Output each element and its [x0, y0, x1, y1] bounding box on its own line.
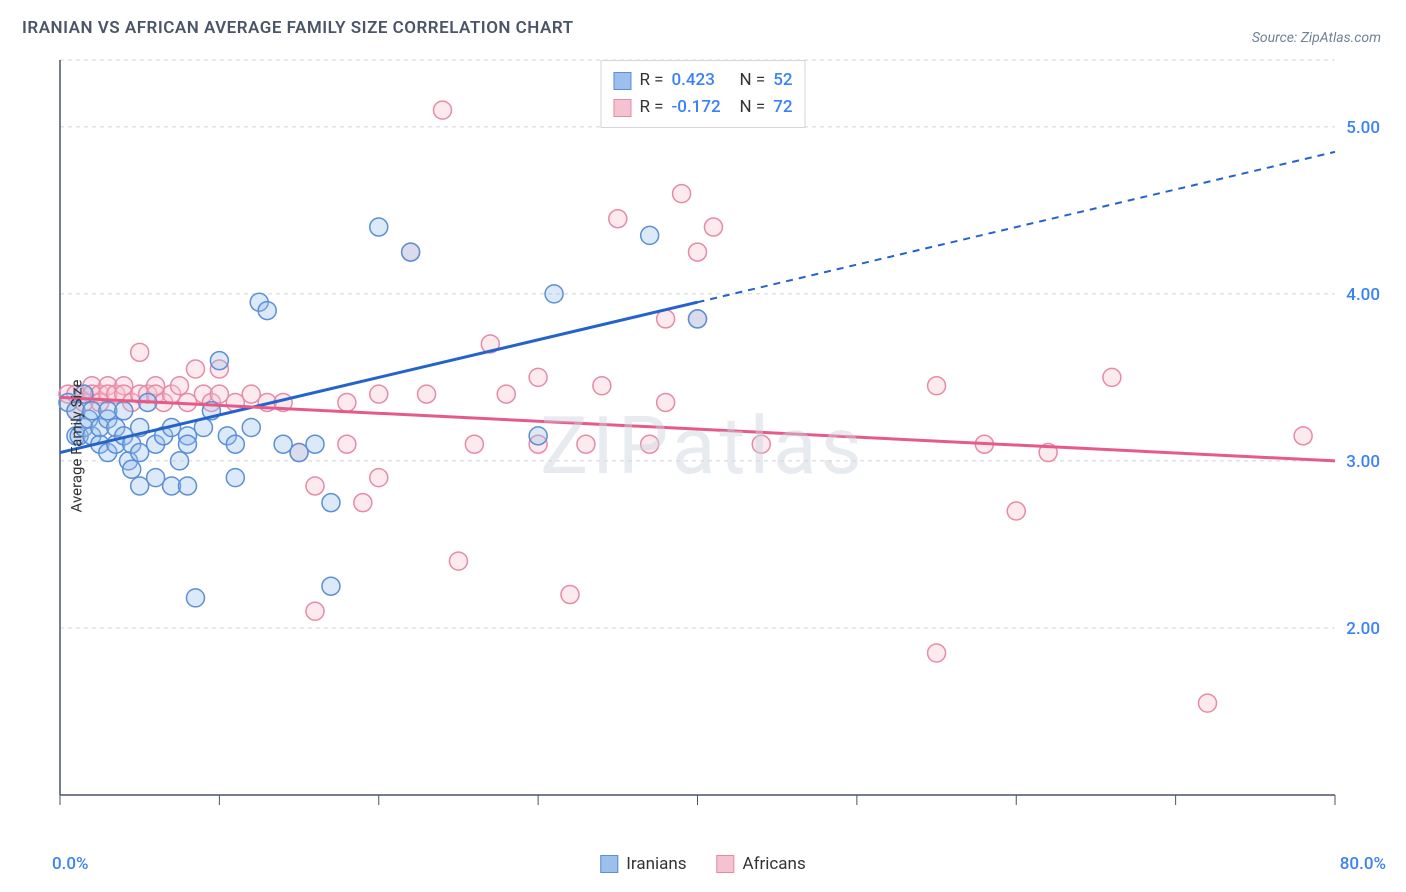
svg-text:3.00: 3.00 — [1346, 452, 1380, 472]
source-attribution: Source: ZipAtlas.com — [1252, 30, 1381, 46]
series-legend: Iranians Africans — [600, 854, 805, 874]
n-value-iranians: 52 — [773, 67, 792, 94]
scatter-svg: 2.00 3.00 4.00 5.00 — [50, 55, 1390, 835]
svg-text:5.00: 5.00 — [1346, 118, 1380, 138]
r-value-africans: -0.172 — [672, 94, 732, 121]
correlation-chart: IRANIAN VS AFRICAN AVERAGE FAMILY SIZE C… — [0, 0, 1406, 892]
x-axis-min-label: 0.0% — [52, 854, 89, 874]
svg-text:4.00: 4.00 — [1346, 285, 1380, 305]
legend-row-africans: R = -0.172 N = 72 — [613, 94, 792, 121]
y-axis-label: Average Family Size — [67, 380, 85, 513]
legend-label-iranians: Iranians — [626, 854, 686, 874]
plot-area: 2.00 3.00 4.00 5.00 — [50, 55, 1390, 835]
swatch-africans-bottom — [717, 855, 735, 873]
x-axis-max-label: 80.0% — [1340, 854, 1386, 874]
correlation-legend: R = 0.423 N = 52 R = -0.172 N = 72 — [600, 60, 805, 128]
legend-label-africans: Africans — [743, 854, 806, 874]
swatch-africans — [613, 99, 631, 117]
svg-text:2.00: 2.00 — [1346, 619, 1380, 639]
legend-item-iranians: Iranians — [600, 854, 686, 874]
legend-row-iranians: R = 0.423 N = 52 — [613, 67, 792, 94]
swatch-iranians — [613, 72, 631, 90]
legend-item-africans: Africans — [717, 854, 806, 874]
swatch-iranians-bottom — [600, 855, 618, 873]
n-value-africans: 72 — [773, 94, 792, 121]
chart-title: IRANIAN VS AFRICAN AVERAGE FAMILY SIZE C… — [22, 18, 574, 38]
r-value-iranians: 0.423 — [672, 67, 732, 94]
